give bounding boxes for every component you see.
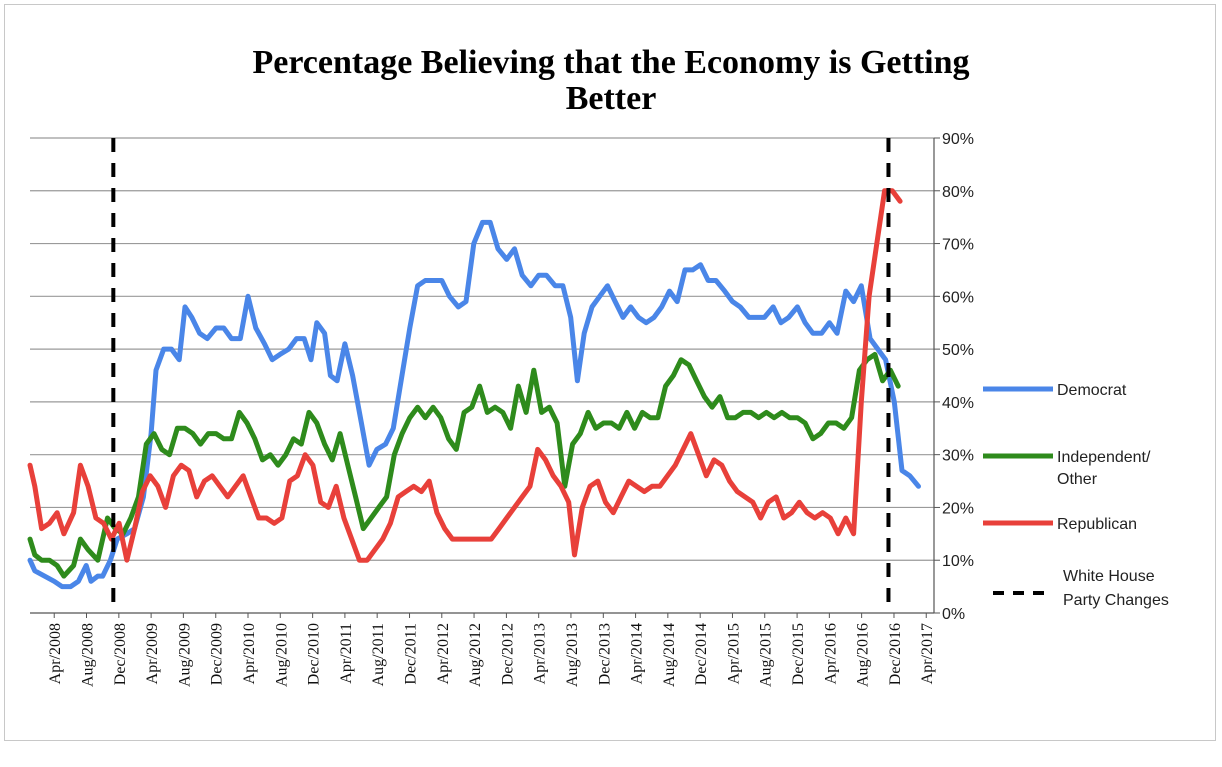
chart-frame: Percentage Believing that the Economy is… bbox=[4, 4, 1216, 741]
x-tick-label: Apr/2014 bbox=[629, 623, 646, 684]
x-tick-label: Dec/2011 bbox=[403, 623, 420, 685]
legend-label-republican: Republican bbox=[1057, 516, 1137, 533]
x-tick-label: Apr/2011 bbox=[338, 623, 355, 684]
legend-label-independent-line-2: Other bbox=[1057, 471, 1098, 488]
x-tick-label: Apr/2015 bbox=[725, 623, 742, 684]
y-tick-label: 80% bbox=[942, 184, 974, 201]
x-tick-label: Aug/2016 bbox=[855, 623, 872, 687]
x-tick-label: Apr/2010 bbox=[241, 623, 258, 684]
chart-title-line-1: Percentage Believing that the Economy is… bbox=[252, 44, 969, 81]
legend: Democrat Independent/ Other Republican W… bbox=[983, 382, 1169, 609]
x-tick-label: Aug/2012 bbox=[467, 623, 484, 687]
x-tick-label: Dec/2008 bbox=[112, 623, 129, 685]
legend-label-party-change-line-1: White House bbox=[1063, 568, 1155, 585]
y-tick-label: 20% bbox=[942, 500, 974, 517]
x-tick-label: Aug/2009 bbox=[176, 623, 193, 687]
x-tick-label: Dec/2012 bbox=[499, 623, 516, 685]
line-chart: Percentage Believing that the Economy is… bbox=[27, 44, 1169, 687]
x-tick-label: Aug/2008 bbox=[79, 623, 96, 687]
x-tick-label: Aug/2013 bbox=[564, 623, 581, 687]
y-tick-label: 30% bbox=[942, 448, 974, 465]
x-tick-label: Dec/2016 bbox=[887, 623, 904, 685]
gridlines bbox=[30, 137, 940, 614]
x-tick-labels: Apr/2008 Aug/2008 Dec/2008 Apr/2009 Aug/2009… bbox=[47, 613, 936, 687]
y-tick-labels: 0% 10% 20% 30% 40% 50% 60% 70% 80% 90% bbox=[942, 131, 974, 623]
x-tick-label: Apr/2017 bbox=[919, 623, 936, 684]
x-tick-label: Aug/2015 bbox=[758, 623, 775, 687]
series-line-independent bbox=[27, 351, 901, 579]
y-tick-label: 90% bbox=[942, 131, 974, 148]
x-tick-label: Apr/2008 bbox=[47, 623, 64, 684]
y-tick-label: 0% bbox=[942, 606, 965, 623]
legend-label-independent-line-1: Independent/ bbox=[1057, 449, 1151, 466]
party-change-lines bbox=[111, 138, 891, 613]
x-tick-label: Dec/2015 bbox=[790, 623, 807, 685]
y-tick-label: 10% bbox=[942, 553, 974, 570]
x-tick-label: Dec/2009 bbox=[209, 623, 226, 685]
series-line-republican bbox=[27, 188, 903, 563]
x-tick-label: Aug/2014 bbox=[661, 623, 678, 687]
series-line-democrat bbox=[27, 219, 921, 590]
x-tick-label: Dec/2014 bbox=[693, 623, 710, 685]
x-tick-label: Apr/2013 bbox=[532, 623, 549, 684]
x-tick-label: Apr/2009 bbox=[144, 623, 161, 684]
y-tick-label: 50% bbox=[942, 342, 974, 359]
data-series bbox=[27, 188, 921, 590]
x-tick-label: Dec/2010 bbox=[306, 623, 323, 685]
y-tick-label: 70% bbox=[942, 237, 974, 254]
y-tick-label: 60% bbox=[942, 289, 974, 306]
x-tick-label: Dec/2013 bbox=[596, 623, 613, 685]
y-tick-label: 40% bbox=[942, 395, 974, 412]
y-axis bbox=[30, 138, 935, 614]
chart-title-line-2: Better bbox=[566, 80, 657, 117]
x-tick-label: Aug/2011 bbox=[370, 623, 387, 686]
legend-label-democrat: Democrat bbox=[1057, 382, 1127, 399]
x-tick-label: Apr/2016 bbox=[822, 623, 839, 684]
legend-label-party-change-line-2: Party Changes bbox=[1063, 592, 1169, 609]
x-tick-label: Apr/2012 bbox=[435, 623, 452, 684]
x-tick-label: Aug/2010 bbox=[273, 623, 290, 687]
